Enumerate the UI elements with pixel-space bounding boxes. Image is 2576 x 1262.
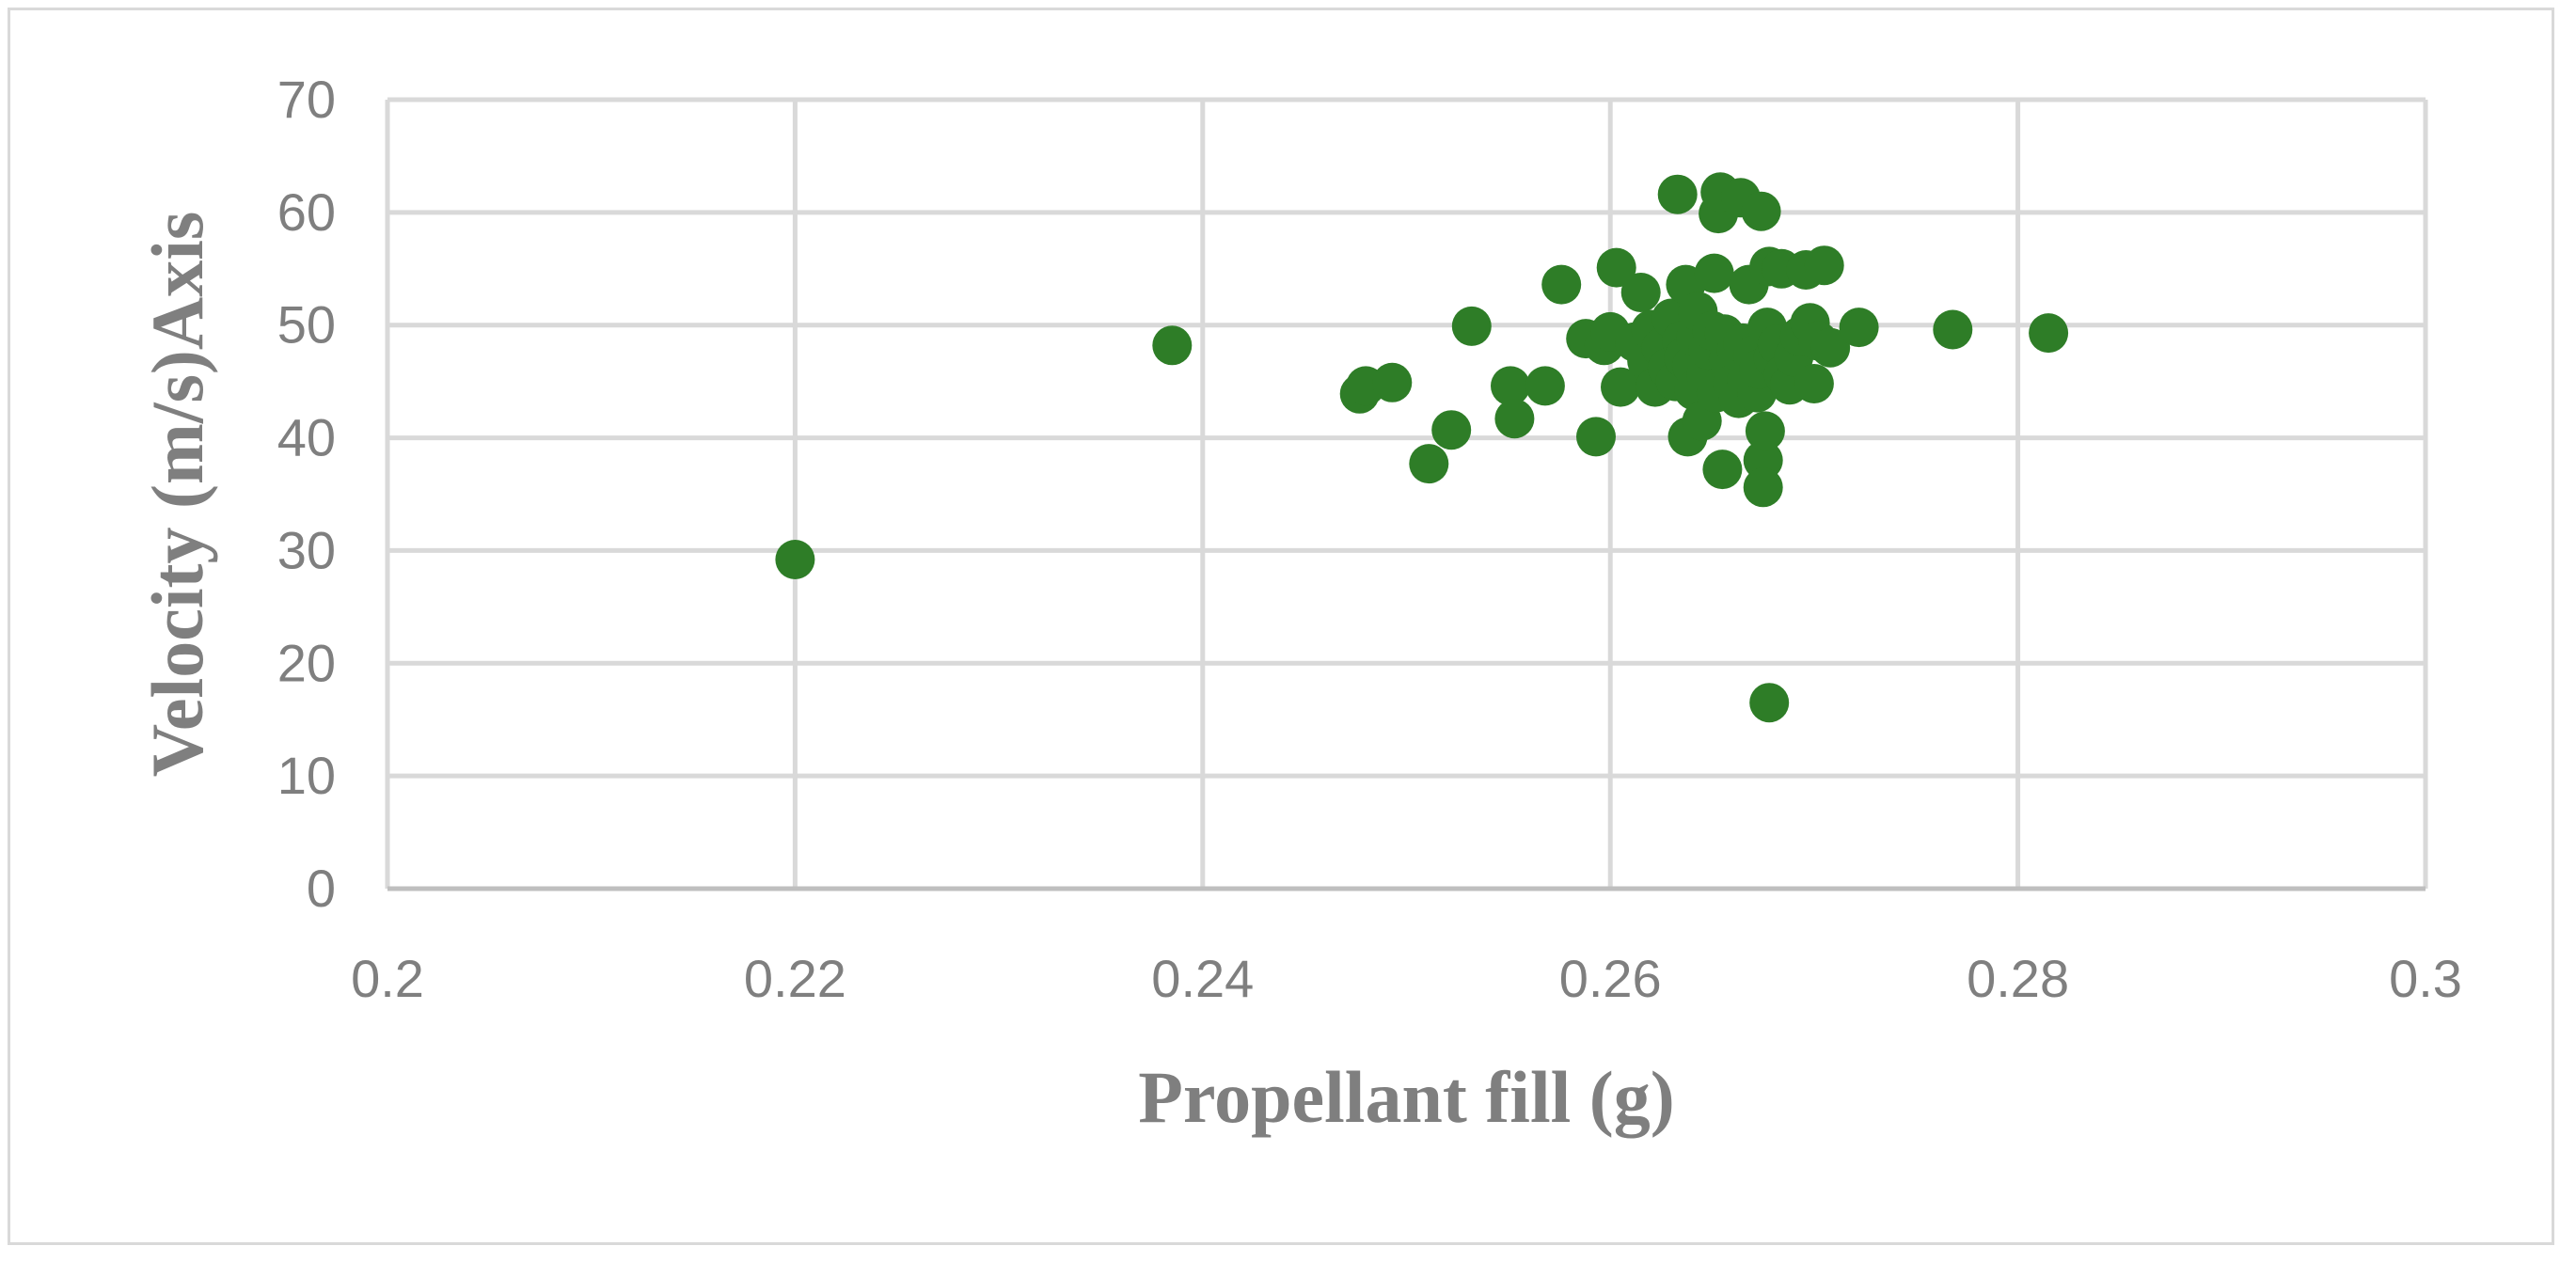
data-point xyxy=(1576,417,1616,457)
y-tick-label: 20 xyxy=(277,633,336,692)
data-point xyxy=(1804,245,1844,286)
data-point xyxy=(1451,306,1492,346)
data-point xyxy=(2029,313,2069,354)
data-point xyxy=(775,540,815,579)
data-point xyxy=(1741,191,1781,231)
data-point xyxy=(1702,450,1743,490)
data-point xyxy=(1933,309,1973,350)
data-point xyxy=(1409,444,1449,484)
data-point xyxy=(1601,367,1640,407)
x-tick-label: 0.24 xyxy=(1151,949,1254,1008)
y-tick-label: 30 xyxy=(277,520,336,579)
y-tick-label: 70 xyxy=(277,70,336,129)
y-tick-label: 40 xyxy=(277,408,336,467)
data-point xyxy=(1794,364,1834,403)
data-point xyxy=(1541,264,1582,305)
x-tick-label: 0.26 xyxy=(1559,949,1662,1008)
data-point xyxy=(1743,440,1783,481)
y-axis-title: Velocity (m/s)Axis xyxy=(136,212,218,778)
y-tick-label: 50 xyxy=(277,295,336,355)
data-point xyxy=(1657,174,1698,214)
data-point xyxy=(1494,399,1535,439)
data-point xyxy=(1694,253,1734,293)
data-point xyxy=(1743,467,1783,508)
data-point xyxy=(1491,366,1530,406)
x-tick-label: 0.3 xyxy=(2389,949,2462,1008)
y-tick-label: 0 xyxy=(307,859,336,918)
grid xyxy=(385,97,2428,889)
data-point xyxy=(1745,411,1785,451)
data-point xyxy=(1620,273,1661,312)
data-point xyxy=(1596,247,1636,288)
x-tick-label: 0.2 xyxy=(351,949,424,1008)
x-tick-label: 0.28 xyxy=(1967,949,2069,1008)
data-point xyxy=(1431,410,1472,450)
data-point xyxy=(1749,683,1790,723)
data-point xyxy=(1152,325,1193,366)
data-point xyxy=(1372,362,1413,402)
x-axis-title: Propellant fill (g) xyxy=(1138,1056,1675,1138)
x-tick-label: 0.22 xyxy=(744,949,846,1008)
tick-labels: 0 10 20 30 40 50 60 70 0.2 0.22 0.24 0.26 0.28 0.3 xyxy=(277,70,2462,1008)
y-tick-label: 60 xyxy=(277,182,336,242)
data-points xyxy=(775,172,2069,723)
data-point xyxy=(1839,308,1879,348)
y-tick-label: 10 xyxy=(277,746,336,805)
data-point xyxy=(1525,366,1565,406)
data-point xyxy=(1810,327,1851,368)
